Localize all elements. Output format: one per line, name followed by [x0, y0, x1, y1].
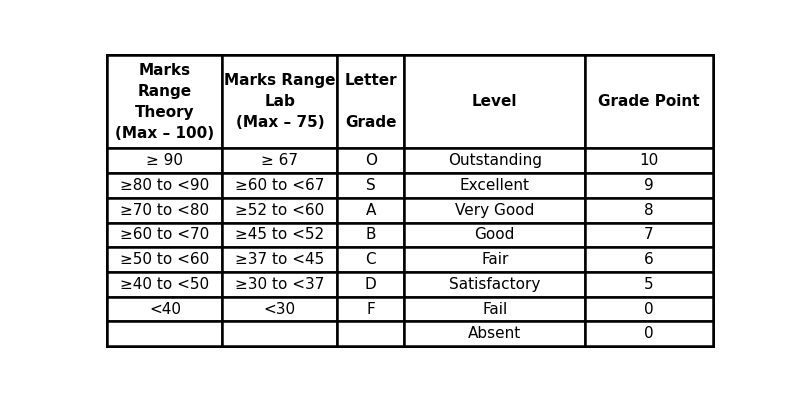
Text: O: O [365, 153, 377, 168]
Bar [586, 55, 713, 149]
Bar [338, 297, 404, 322]
Text: ≥45 to <52: ≥45 to <52 [235, 228, 325, 243]
Text: 9: 9 [644, 178, 654, 193]
Text: Marks
Range
Theory
(Max – 100): Marks Range Theory (Max – 100) [115, 63, 214, 141]
Text: D: D [365, 277, 377, 292]
Bar [107, 297, 222, 322]
Bar [222, 198, 338, 222]
Text: ≥60 to <67: ≥60 to <67 [235, 178, 325, 193]
Text: 0: 0 [644, 301, 654, 316]
Bar [586, 297, 713, 322]
Bar [222, 149, 338, 173]
Text: ≥ 90: ≥ 90 [146, 153, 183, 168]
Bar [107, 322, 222, 346]
Text: 8: 8 [644, 203, 654, 218]
Text: ≥30 to <37: ≥30 to <37 [235, 277, 325, 292]
Bar [107, 272, 222, 297]
Text: 7: 7 [644, 228, 654, 243]
Bar [404, 222, 586, 247]
Bar [107, 149, 222, 173]
Bar [586, 322, 713, 346]
Text: Very Good: Very Good [455, 203, 534, 218]
Text: Fail: Fail [482, 301, 507, 316]
Text: 6: 6 [644, 252, 654, 267]
Text: ≥40 to <50: ≥40 to <50 [120, 277, 210, 292]
Bar [222, 272, 338, 297]
Bar [338, 222, 404, 247]
Bar [404, 149, 586, 173]
Bar [222, 173, 338, 198]
Text: ≥50 to <60: ≥50 to <60 [120, 252, 210, 267]
Bar [404, 322, 586, 346]
Bar [338, 198, 404, 222]
Text: ≥80 to <90: ≥80 to <90 [120, 178, 210, 193]
Bar [404, 247, 586, 272]
Bar [404, 173, 586, 198]
Bar [338, 247, 404, 272]
Bar [222, 297, 338, 322]
Text: Outstanding: Outstanding [448, 153, 542, 168]
Text: 10: 10 [639, 153, 658, 168]
Text: F: F [366, 301, 375, 316]
Bar [586, 222, 713, 247]
Bar [586, 247, 713, 272]
Text: S: S [366, 178, 375, 193]
Bar [338, 173, 404, 198]
Bar [338, 322, 404, 346]
Text: ≥70 to <80: ≥70 to <80 [120, 203, 210, 218]
Bar [222, 247, 338, 272]
Text: Satisfactory: Satisfactory [449, 277, 541, 292]
Text: <30: <30 [264, 301, 296, 316]
Bar [222, 322, 338, 346]
Bar [107, 173, 222, 198]
Text: ≥52 to <60: ≥52 to <60 [235, 203, 325, 218]
Bar [107, 222, 222, 247]
Bar [107, 55, 222, 149]
Text: C: C [366, 252, 376, 267]
Bar [222, 55, 338, 149]
Bar [404, 198, 586, 222]
Bar [586, 272, 713, 297]
Bar [586, 149, 713, 173]
Bar [338, 272, 404, 297]
Bar [404, 272, 586, 297]
Text: Grade Point: Grade Point [598, 94, 700, 109]
Text: B: B [366, 228, 376, 243]
Text: Good: Good [474, 228, 515, 243]
Text: Marks Range
Lab
(Max – 75): Marks Range Lab (Max – 75) [224, 73, 336, 130]
Bar [404, 297, 586, 322]
Text: Letter

Grade: Letter Grade [344, 73, 397, 130]
Bar [586, 198, 713, 222]
Text: Absent: Absent [468, 326, 522, 341]
Text: <40: <40 [149, 301, 181, 316]
Text: 5: 5 [644, 277, 654, 292]
Text: 0: 0 [644, 326, 654, 341]
Bar [586, 173, 713, 198]
Text: Fair: Fair [481, 252, 509, 267]
Text: ≥37 to <45: ≥37 to <45 [235, 252, 325, 267]
Bar [107, 247, 222, 272]
Bar [222, 222, 338, 247]
Bar [107, 198, 222, 222]
Bar [338, 149, 404, 173]
Text: A: A [366, 203, 376, 218]
Text: ≥ 67: ≥ 67 [262, 153, 298, 168]
Text: Level: Level [472, 94, 518, 109]
Bar [338, 55, 404, 149]
Bar [404, 55, 586, 149]
Text: Excellent: Excellent [460, 178, 530, 193]
Text: ≥60 to <70: ≥60 to <70 [120, 228, 210, 243]
